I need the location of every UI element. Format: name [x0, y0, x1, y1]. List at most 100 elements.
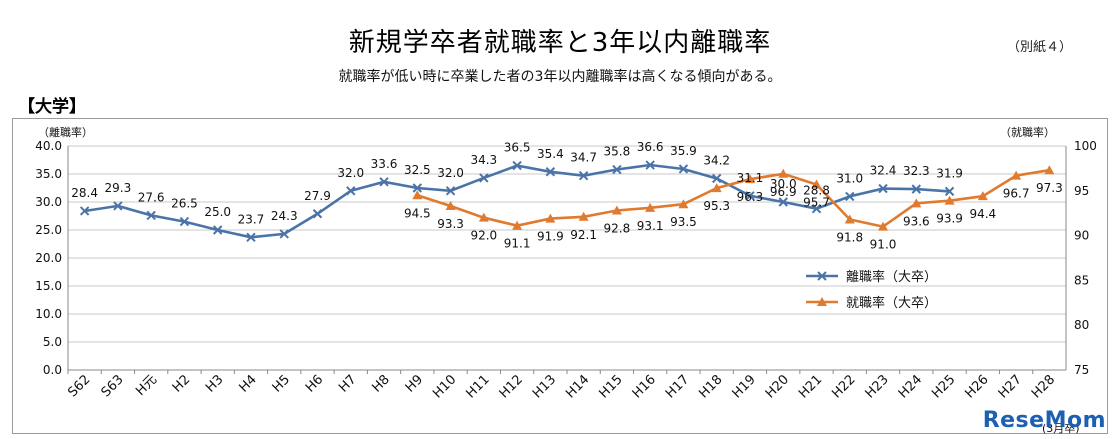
annex-label: （別紙４） [1006, 40, 1072, 55]
data-point-marker [811, 204, 822, 214]
data-point-marker [678, 164, 689, 174]
left-tick-label: 20.0 [35, 251, 62, 265]
marker-stroke [578, 170, 589, 181]
x-tick-label: H7 [336, 372, 359, 395]
data-label: 93.9 [936, 212, 963, 226]
data-point-marker [745, 191, 755, 201]
data-label: 34.3 [470, 153, 497, 167]
data-label: 94.5 [404, 206, 431, 220]
left-tick-label: 10.0 [35, 307, 62, 321]
right-tick-label: 80 [1074, 318, 1089, 332]
left-tick-label: 5.0 [43, 335, 62, 349]
data-point-marker [977, 191, 988, 201]
data-point-marker [212, 225, 223, 235]
legend-label: 就職率（大卒） [846, 295, 937, 311]
chart-title: 新規学卒者就職率と3年以内離職率 [348, 28, 772, 58]
data-label: 93.5 [670, 215, 697, 229]
data-label: 91.0 [870, 238, 897, 252]
marker-stroke [944, 186, 955, 197]
right-tick-label: 95 [1074, 184, 1089, 198]
data-point-marker [678, 199, 689, 209]
data-point-marker [379, 177, 389, 187]
data-label: 34.2 [703, 153, 730, 167]
marker-stroke [412, 183, 423, 193]
x-footnote: (3月卒) [1042, 421, 1080, 435]
data-label: 31.1 [737, 171, 764, 185]
x-tick-label: H13 [530, 372, 559, 401]
x-tick-label: H26 [962, 372, 991, 401]
data-label: 92.1 [570, 228, 597, 242]
marker-stroke [79, 206, 90, 216]
x-tick-label: H18 [696, 372, 725, 401]
left-tick-label: 40.0 [35, 139, 62, 153]
x-tick-label: H14 [563, 372, 592, 401]
data-point-marker [545, 213, 556, 223]
data-point-marker [878, 183, 888, 194]
data-label: 96.3 [737, 190, 764, 204]
marker-stroke [512, 160, 522, 171]
x-tick-label: H12 [497, 372, 526, 401]
marker-stroke [811, 204, 822, 214]
x-tick-label: H24 [896, 372, 925, 401]
data-point-marker [445, 201, 456, 211]
x-tick-label: H4 [236, 372, 259, 395]
x-tick-label: H28 [1029, 372, 1058, 401]
data-point-marker [612, 164, 622, 175]
x-tick-label: H8 [369, 372, 392, 395]
data-label: 33.6 [371, 157, 398, 171]
data-label: 30.0 [770, 177, 797, 191]
x-tick-label: H5 [270, 372, 293, 395]
series-line [416, 168, 1050, 228]
data-label: 93.1 [637, 219, 664, 233]
right-tick-label: 85 [1074, 273, 1089, 287]
data-label: 32.3 [903, 164, 930, 178]
marker-stroke [379, 177, 389, 187]
marker-stroke [911, 184, 922, 194]
data-point-marker [778, 168, 789, 178]
data-label-layer: 28.4 29.3 27.6 26.5 25.0 23.7 24.3 27.9 32.0 33.6… [71, 140, 1062, 252]
series-layer [79, 160, 1055, 242]
data-point-marker [146, 210, 156, 221]
left-tick-label: 30.0 [35, 195, 62, 209]
left-tick-label: 0.0 [43, 363, 62, 377]
section-label: 【大学】 [18, 97, 86, 117]
data-point-marker [711, 173, 722, 184]
data-label: 35.8 [604, 145, 631, 159]
x-tick-label: H2 [170, 372, 193, 395]
data-label: 95.7 [803, 196, 830, 210]
data-point-marker [611, 205, 622, 215]
data-point-marker [1011, 170, 1022, 180]
data-label: 35.4 [537, 147, 564, 161]
marker-stroke [678, 164, 689, 174]
data-label: 32.0 [437, 166, 464, 180]
data-label: 23.7 [238, 212, 265, 226]
data-label: 31.9 [936, 166, 963, 180]
data-label: 96.7 [1003, 187, 1030, 201]
data-point-marker [279, 229, 289, 239]
x-tick-label: H15 [597, 372, 626, 401]
right-tick-label: 75 [1074, 363, 1089, 377]
marker-stroke [878, 183, 888, 194]
data-label: 26.5 [171, 197, 198, 211]
x-tick-label: H9 [403, 372, 426, 395]
data-label: 92.8 [604, 222, 631, 236]
data-point-marker [911, 184, 922, 194]
marker-stroke [645, 160, 655, 170]
x-tick-label: H20 [763, 372, 792, 401]
data-point-marker [844, 214, 855, 224]
marker-stroke [346, 186, 356, 196]
data-point-marker [944, 195, 955, 205]
marker-stroke [612, 164, 622, 175]
data-point-marker [911, 198, 922, 208]
data-point-marker [312, 209, 323, 219]
data-point-marker [179, 216, 190, 227]
data-label: 95.3 [703, 199, 730, 213]
data-label: 34.7 [570, 151, 597, 165]
marker-stroke [745, 191, 755, 201]
x-tick-label: H25 [929, 372, 958, 401]
grid-layer [68, 145, 1066, 371]
data-point-marker [246, 232, 256, 242]
data-label: 93.3 [437, 217, 464, 231]
marker-stroke [279, 229, 289, 239]
